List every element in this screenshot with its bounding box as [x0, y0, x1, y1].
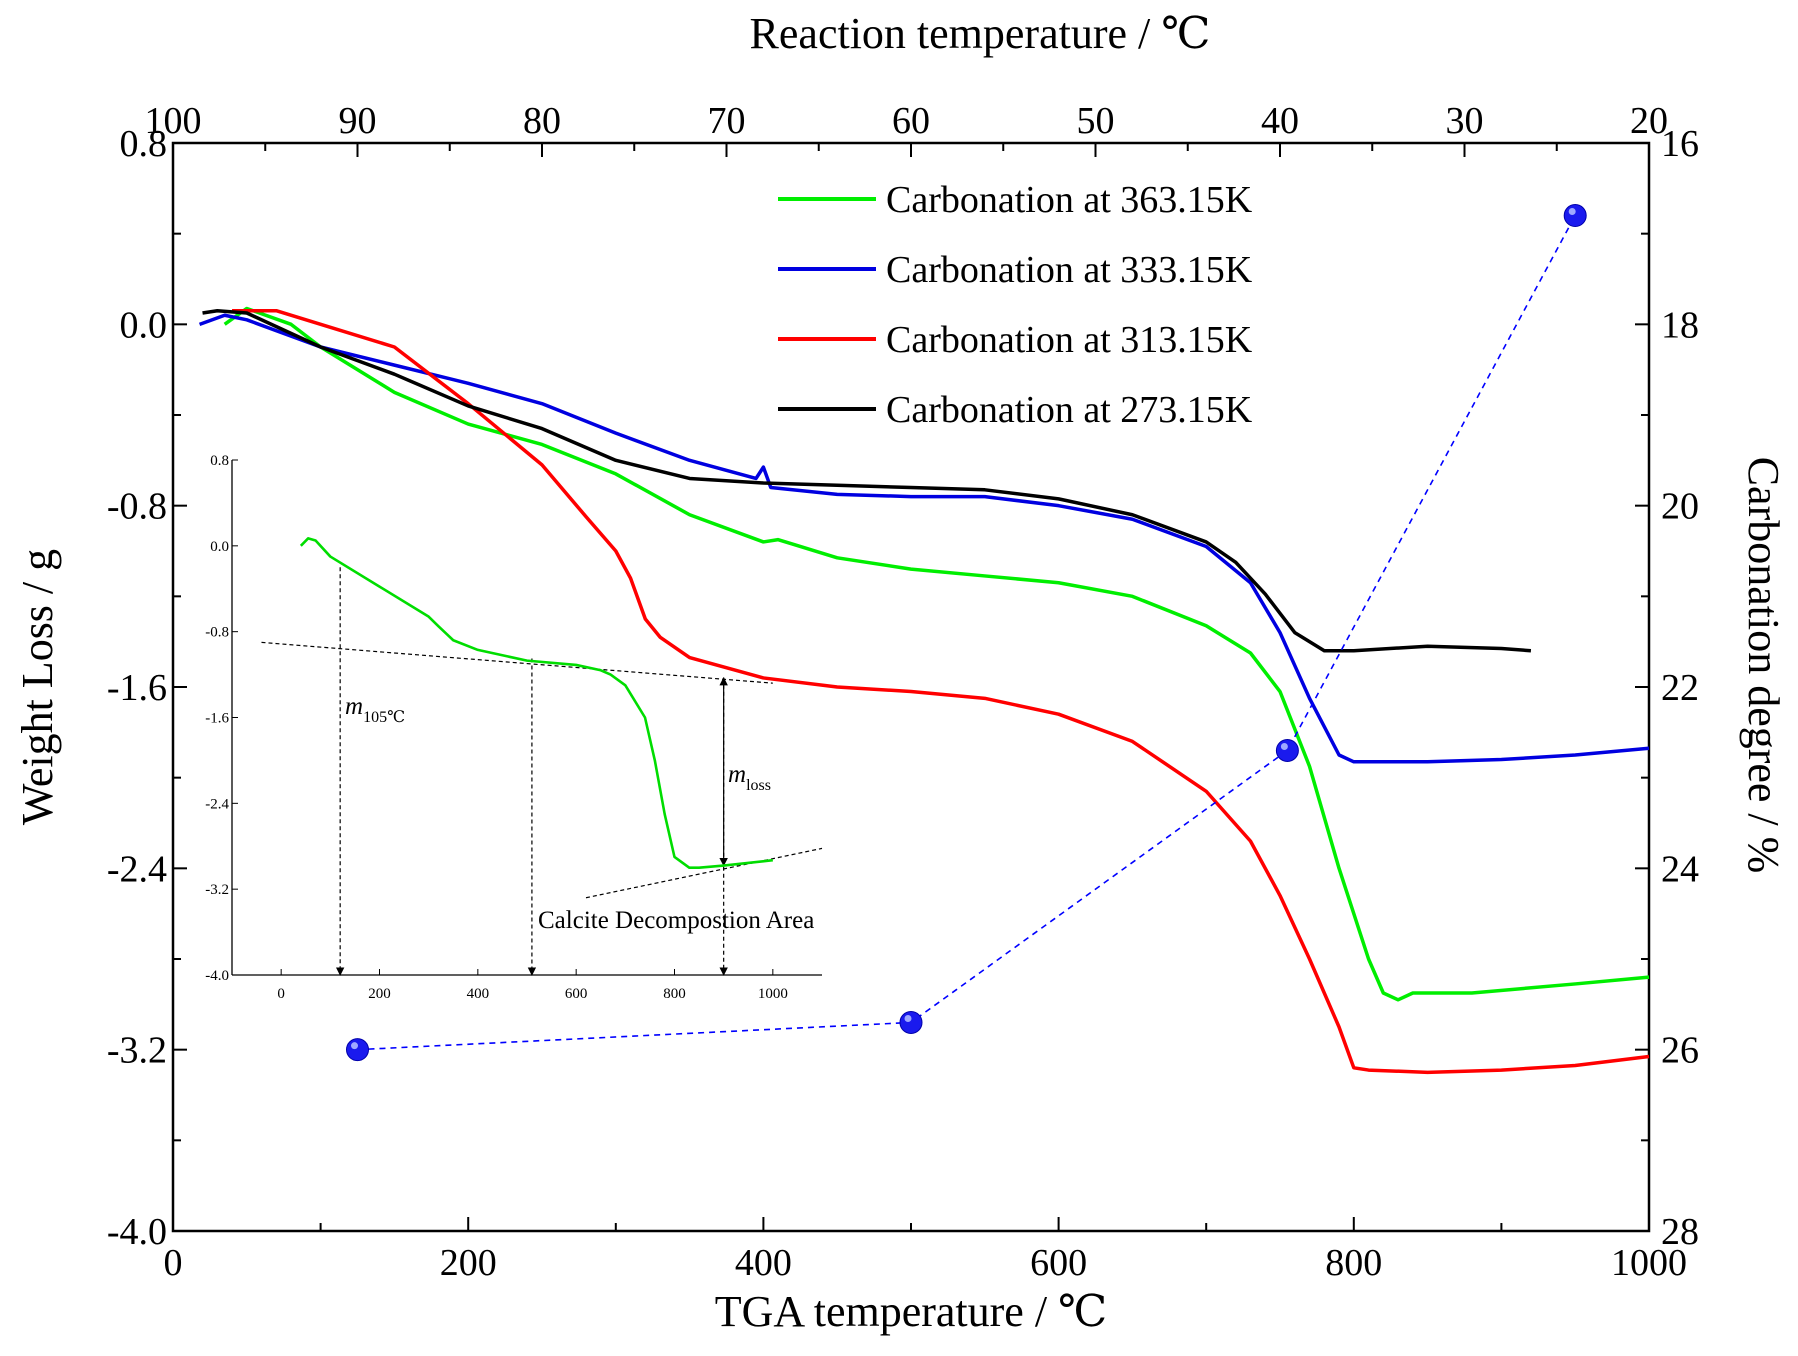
x-tick-label: 1000: [1611, 1242, 1687, 1284]
carbonation-degree-series: [346, 204, 1587, 1062]
carbonation-degree-line: [357, 215, 1576, 1051]
inset-x-tick-label: 0: [277, 986, 285, 1002]
series-line-0: [223, 306, 1650, 1002]
series-line-2: [232, 308, 1650, 1075]
inset-guide-line: [585, 847, 823, 899]
inset-annotations: m105℃ mloss Calcite Decompostion Area: [345, 693, 814, 934]
point-highlight: [1568, 208, 1576, 216]
plot-frame: [171, 141, 1651, 1233]
right-y-tick-label: 28: [1661, 1211, 1699, 1253]
mloss-label: mloss: [728, 761, 771, 794]
y-tick-label: -4.0: [107, 1211, 167, 1253]
right-y-tick-label: 16: [1661, 123, 1699, 165]
m105-main: m: [345, 693, 363, 720]
carbonation-degree-point: [346, 1038, 369, 1062]
y-tick-label: 0.8: [120, 123, 168, 165]
legend-label: Carbonation at 313.15K: [886, 319, 1253, 361]
top-x-tick-label: 30: [1446, 100, 1484, 142]
top-x-tick-label: 70: [708, 100, 746, 142]
x-tick-label: 200: [440, 1242, 497, 1284]
data-series-group: [198, 306, 1650, 1075]
right-y-tick-label: 18: [1661, 304, 1699, 346]
inset-x-tick-label: 400: [467, 986, 490, 1002]
right-y-tick-label: 20: [1661, 486, 1699, 528]
legend-label: Carbonation at 363.15K: [886, 179, 1253, 221]
top-x-tick-label: 40: [1261, 100, 1299, 142]
legend: Carbonation at 363.15K Carbonation at 333…: [778, 179, 1253, 431]
inset-guide-line: [261, 641, 773, 684]
inset-guide-lines: [261, 567, 823, 976]
legend-label: Carbonation at 333.15K: [886, 249, 1253, 291]
carbonation-degree-point: [899, 1010, 923, 1034]
plot-area-border: [171, 141, 1651, 1233]
top-x-axis-title: Reaction temperature / ℃: [750, 9, 1211, 58]
x-tick-label: 600: [1030, 1242, 1087, 1284]
right-y-tick-label: 26: [1661, 1030, 1699, 1072]
carbonation-degree-point: [1563, 204, 1587, 228]
inset-x-tick-label: 800: [663, 986, 686, 1002]
inset-chart: 0 200 400 600 800 1000 -4.0 -3.2 -2.4 -1.6 -0.8 0.0…: [205, 453, 823, 1002]
x-axis-title: TGA temperature / ℃: [715, 1287, 1108, 1336]
carbonation-degree-point: [1275, 738, 1299, 762]
y-tick-label: 0.0: [120, 304, 168, 346]
top-x-tick-label: 50: [1077, 100, 1115, 142]
calcite-area-label: Calcite Decompostion Area: [538, 907, 814, 934]
y-tick-label: -0.8: [107, 486, 167, 528]
y-tick-label: -2.4: [107, 848, 167, 890]
point-highlight: [904, 1014, 912, 1022]
y-tick-label: -1.6: [107, 667, 167, 709]
inset-x-tick-label: 1000: [758, 986, 788, 1002]
top-x-tick-label: 90: [339, 100, 377, 142]
mloss-sub: loss: [746, 777, 771, 794]
y-axis-title: Weight Loss / g: [13, 549, 62, 825]
inset-y-tick-label: -3.2: [205, 882, 229, 898]
inset-y-tick-label: -2.4: [205, 796, 229, 812]
x-tick-label: 800: [1325, 1242, 1382, 1284]
top-x-tick-label: 80: [523, 100, 561, 142]
series-line-1: [198, 313, 1650, 764]
legend-label: Carbonation at 273.15K: [886, 389, 1253, 431]
top-x-tick-label: 20: [1630, 100, 1668, 142]
top-x-tick-label: 60: [892, 100, 930, 142]
inset-x-tick-label: 600: [565, 986, 588, 1002]
inset-series-line-0: [299, 537, 773, 870]
right-y-tick-label: 22: [1661, 667, 1699, 709]
axis-ticks: [172, 142, 1650, 1232]
right-y-tick-label: 24: [1661, 848, 1699, 890]
x-tick-label: 0: [164, 1242, 183, 1284]
point-highlight: [1280, 742, 1288, 750]
inset-y-tick-label: -0.8: [205, 625, 229, 641]
inset-y-tick-label: 0.0: [210, 539, 229, 555]
inset-x-tick-label: 200: [368, 986, 391, 1002]
inset-y-tick-label: -4.0: [205, 968, 229, 984]
point-highlight: [351, 1042, 358, 1050]
mloss-main: m: [728, 761, 746, 788]
m105-label: m105℃: [345, 693, 405, 726]
inset-y-tick-label: -1.6: [205, 711, 229, 727]
top-x-tick-label: 100: [145, 100, 202, 142]
m105-sub: 105℃: [363, 709, 405, 726]
y-tick-label: -3.2: [107, 1030, 167, 1072]
series-line-3: [202, 308, 1532, 653]
right-y-axis-title: Carbonation degree / %: [1739, 457, 1788, 874]
inset-y-tick-label: 0.8: [210, 453, 229, 469]
inset-series-group: [299, 537, 773, 870]
x-tick-label: 400: [735, 1242, 792, 1284]
